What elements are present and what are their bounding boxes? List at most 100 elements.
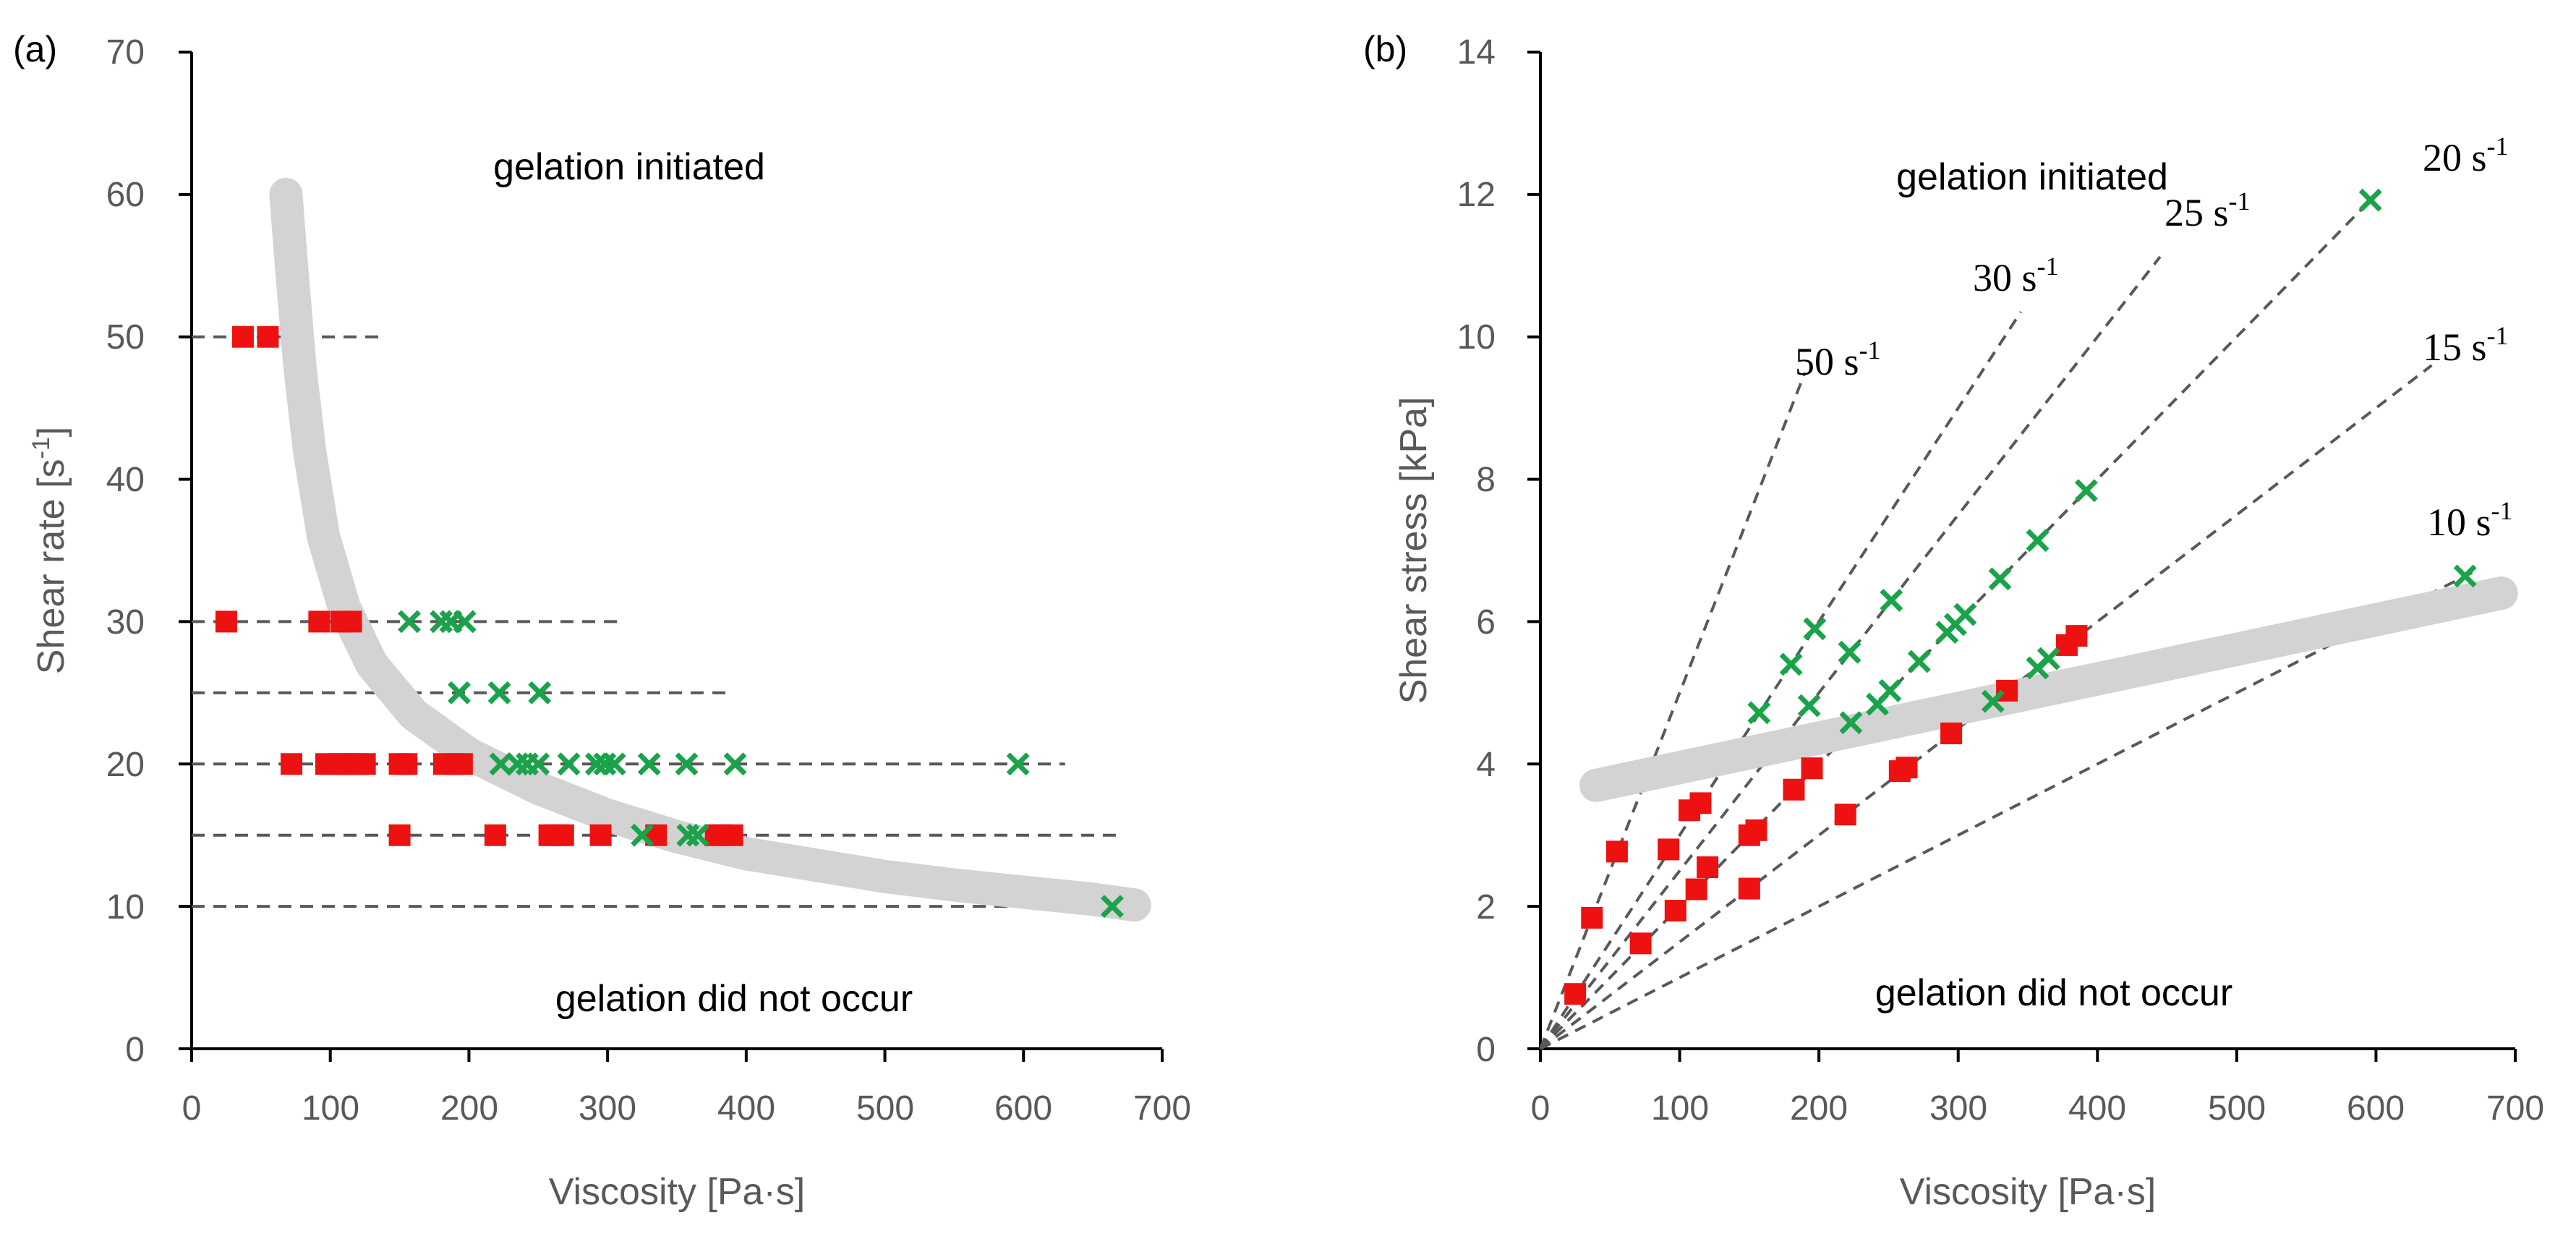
no-gelation-point xyxy=(1689,792,1712,814)
panel-a-x-tick-label: 600 xyxy=(994,1089,1052,1128)
rate-label-50-sup: -1 xyxy=(1859,336,1881,365)
no-gelation-point xyxy=(308,610,330,633)
no-gelation-point xyxy=(1783,778,1805,801)
no-gelation-point xyxy=(340,610,362,633)
panel-a-x-tick-label: 700 xyxy=(1133,1089,1191,1128)
panel-b-y-axis-title: Shear stress [kPa] xyxy=(1393,397,1435,704)
panel-a-y-tick-marks xyxy=(179,51,192,1050)
no-gelation-point xyxy=(215,610,237,633)
panel-a-y-axis-title: Shear rate [s-1] xyxy=(27,427,72,674)
gelation-point xyxy=(489,752,513,776)
panel-b-label: (b) xyxy=(1363,29,1407,69)
panel-b-x-tick-marks xyxy=(1539,1049,2517,1062)
gelation-point xyxy=(1953,603,1977,626)
gelation-point xyxy=(2037,647,2060,670)
panel-b-y-tick-label: 6 xyxy=(1476,603,1496,642)
rate-label-10-main: 10 s xyxy=(2427,501,2491,544)
no-gelation-point xyxy=(1697,856,1719,879)
gelation-point xyxy=(1747,701,1771,725)
rate-label-10: 10 s-1 xyxy=(2427,496,2513,544)
gelation-point xyxy=(675,752,699,776)
rate-label-15: 15 s-1 xyxy=(2423,321,2509,369)
gelation-point xyxy=(2358,188,2382,212)
panel-b-boundary-line xyxy=(1579,576,2518,802)
no-gelation-point xyxy=(1834,804,1856,826)
panel-b-x-tick-label: 500 xyxy=(2208,1089,2266,1128)
panel-a-x-tick-labels: 0 100 200 300 400 500 600 700 xyxy=(182,1089,1191,1128)
panel-a-x-tick-label: 500 xyxy=(856,1089,914,1128)
gelation-point xyxy=(1797,694,1821,718)
panel-a-y-tick-labels: 0 10 20 30 40 50 60 70 xyxy=(106,33,145,1069)
rate-label-15-sup: -1 xyxy=(2487,321,2509,350)
panel-b-region-upper: gelation initiated xyxy=(1896,156,2168,198)
no-gelation-point xyxy=(721,824,743,846)
gelation-point xyxy=(686,823,709,847)
rate-label-15-main: 15 s xyxy=(2423,325,2487,369)
gelation-point xyxy=(637,752,661,776)
panel-b-x-axis-title: Viscosity [Pa·s] xyxy=(1900,1171,2156,1213)
no-gelation-point xyxy=(552,824,574,846)
gelation-point xyxy=(1101,895,1124,919)
rate-label-25-main: 25 s xyxy=(2165,191,2229,234)
panel-a-label: (a) xyxy=(13,29,57,69)
no-gelation-point xyxy=(1581,906,1603,929)
panel-a-y-tick-label: 0 xyxy=(125,1031,145,1069)
rate-line-15 xyxy=(1539,364,2433,1050)
gelation-point xyxy=(1981,689,2005,713)
panel-b-region-lower: gelation did not occur xyxy=(1875,972,2232,1014)
no-gelation-point xyxy=(231,325,254,348)
no-gelation-point xyxy=(396,753,418,775)
gelation-point xyxy=(1838,640,1861,664)
gelation-point xyxy=(487,681,511,704)
rate-label-30-main: 30 s xyxy=(1973,256,2037,299)
panel-a-y-tick-label: 30 xyxy=(106,603,145,642)
no-gelation-point xyxy=(257,325,279,348)
rate-label-30: 30 s-1 xyxy=(1973,252,2059,299)
panel-a-data-points xyxy=(215,325,1124,919)
panel-b-x-tick-label: 300 xyxy=(1929,1089,1987,1128)
no-gelation-point xyxy=(1685,878,1707,900)
panel-a-x-tick-label: 200 xyxy=(440,1089,498,1128)
no-gelation-point xyxy=(1658,838,1680,861)
panel-a-y-title-main: Shear rate [s xyxy=(30,459,72,674)
rate-label-30-sup: -1 xyxy=(2037,252,2059,281)
no-gelation-point xyxy=(589,824,612,846)
rate-label-20-main: 20 s xyxy=(2423,136,2487,179)
rate-label-25: 25 s-1 xyxy=(2165,187,2251,234)
gelation-point xyxy=(1779,652,1803,676)
gelation-point xyxy=(1988,567,2012,591)
panel-a-y-title-sup: -1 xyxy=(27,437,55,459)
panel-a-y-tick-label: 50 xyxy=(106,318,145,357)
gelation-point xyxy=(1839,711,1863,735)
panel-b-y-tick-label: 12 xyxy=(1457,176,1496,214)
panel-b-y-tick-marks xyxy=(1527,51,1540,1050)
no-gelation-point xyxy=(1801,757,1823,780)
panel-b-x-tick-label: 600 xyxy=(2347,1089,2405,1128)
gelation-point xyxy=(1880,588,1903,612)
panel-a-region-lower: gelation did not occur xyxy=(555,978,913,1020)
no-gelation-point xyxy=(484,824,506,846)
no-gelation-point xyxy=(1564,983,1587,1005)
panel-b-y-tick-label: 4 xyxy=(1476,746,1496,784)
gelation-point xyxy=(602,752,626,776)
no-gelation-point xyxy=(1940,722,1963,744)
panel-b-y-tick-label: 2 xyxy=(1476,888,1496,927)
rate-label-20: 20 s-1 xyxy=(2423,132,2509,179)
rate-label-10-sup: -1 xyxy=(2491,496,2513,525)
no-gelation-point xyxy=(1745,819,1767,841)
panel-b-y-tick-labels: 0 2 4 6 8 10 12 14 xyxy=(1457,33,1496,1069)
gelation-point xyxy=(453,610,477,634)
panel-b-y-tick-label: 0 xyxy=(1476,1031,1496,1069)
panel-b-x-tick-label: 100 xyxy=(1651,1089,1709,1128)
gelation-point xyxy=(528,681,552,704)
panel-b-data-points xyxy=(1564,188,2477,1005)
panel-a-x-tick-label: 400 xyxy=(717,1089,775,1128)
panel-a-x-tick-label: 100 xyxy=(302,1089,359,1128)
panel-a-boundary-curve xyxy=(269,177,1151,922)
panel-b-x-tick-label: 400 xyxy=(2068,1089,2126,1128)
panel-a-shear-rate-chart: (a) 0 10 20 30 40 50 60 70 0 100 200 300… xyxy=(13,29,1191,1213)
gelation-point xyxy=(1907,650,1931,673)
gelation-point xyxy=(723,752,747,776)
gelation-point xyxy=(398,610,421,634)
